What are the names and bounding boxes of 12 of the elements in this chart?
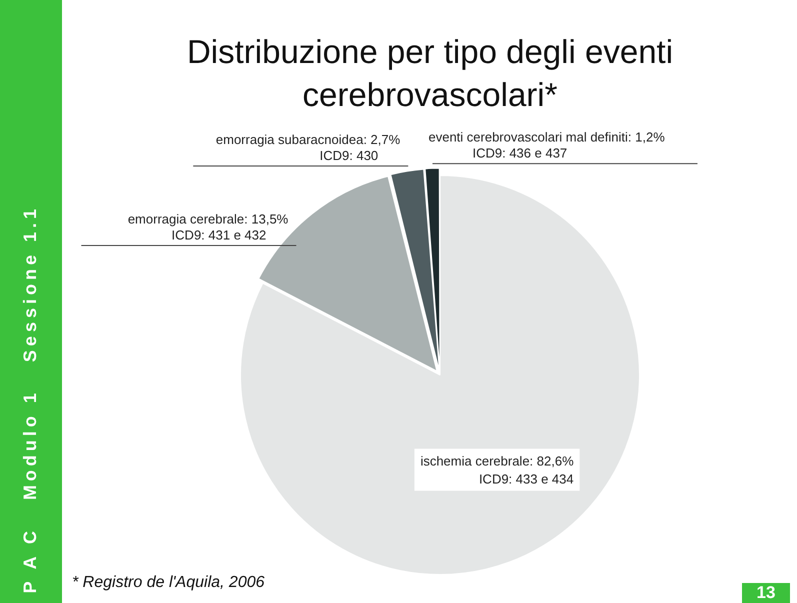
text: ICD9: 436 e 437 (472, 146, 568, 161)
text: ICD9: 431 e 432 (172, 228, 266, 243)
text: * Registro de l'Aquila, 2006 (72, 574, 265, 592)
slice-label: ischemia cerebrale: 82,6% (420, 454, 574, 469)
slice-label: eventi cerebrovascolari mal definiti: 1,2% (428, 130, 666, 145)
slice-label: emorragia cerebrale: 13,5% (128, 212, 289, 227)
slice-label: emorragia subaracnoidea: 2,7% (216, 132, 401, 148)
text: P A C Modulo 1 Sessione 1.1 (20, 204, 41, 593)
chart-title: Distribuzione per tipo degli eventi cerebrovascolari* (186, 32, 674, 115)
text: 13 (742, 583, 790, 603)
text: ICD9: 433 e 434 (478, 472, 574, 487)
text: ICD9: 430 (320, 148, 378, 164)
